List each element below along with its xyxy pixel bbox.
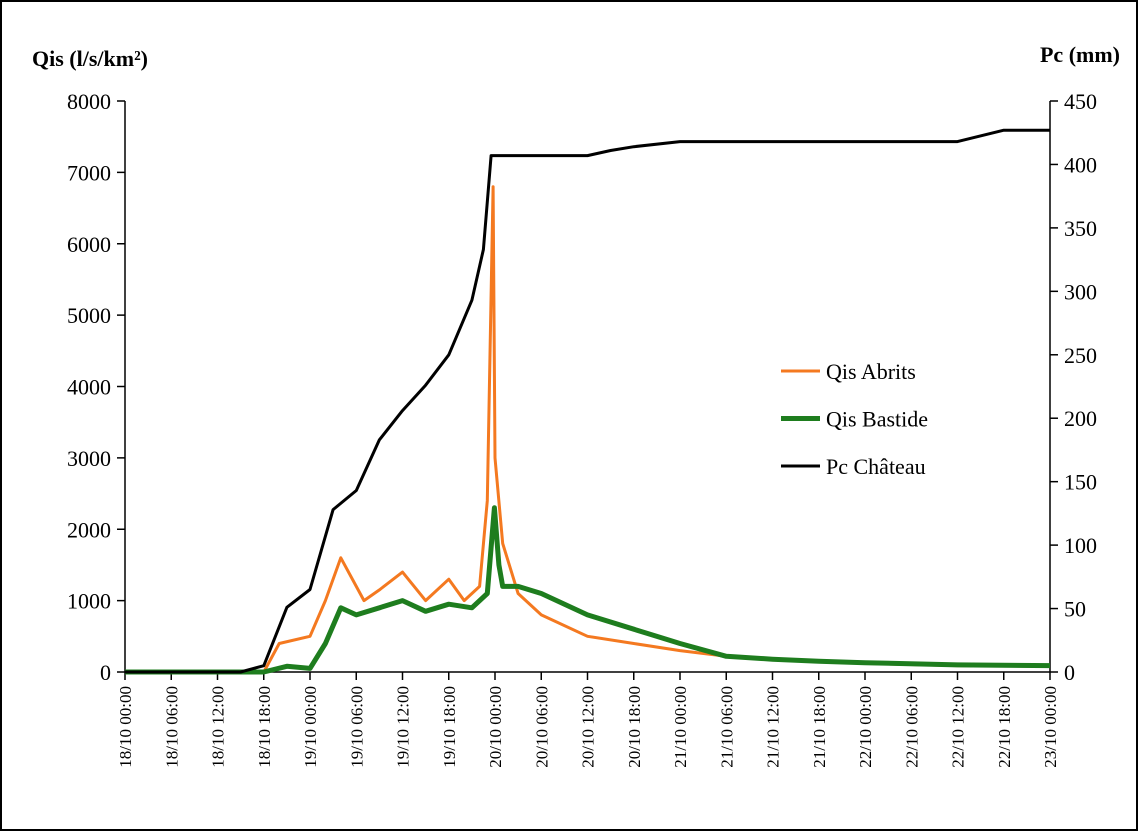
y-tick-label: 3000: [67, 446, 111, 471]
y2-tick-label: 200: [1064, 406, 1097, 431]
y2-tick-label: 50: [1064, 597, 1086, 622]
x-tick-label: 22/10 06:00: [902, 686, 921, 768]
series-line: [125, 505, 1051, 675]
y-tick-label: 5000: [67, 303, 111, 328]
series-line: [125, 128, 1050, 674]
x-tick-label: 18/10 00:00: [116, 686, 135, 768]
y2-tick-label: 0: [1064, 660, 1075, 685]
y2-tick-label: 100: [1064, 533, 1097, 558]
x-tick-label: 20/10 12:00: [579, 686, 598, 768]
y2-tick-label: 350: [1064, 216, 1097, 241]
x-tick-label: 18/10 06:00: [162, 686, 181, 768]
y2-axis-label: Pc (mm): [1040, 42, 1120, 67]
x-tick-label: 21/10 12:00: [764, 686, 783, 768]
y-tick-label: 2000: [67, 517, 111, 542]
legend-label: Qis Bastide: [826, 407, 928, 432]
y-axis-label: Qis (l/s/km²): [32, 46, 148, 71]
legend-label: Pc Château: [826, 454, 926, 479]
x-tick-label: 19/10 12:00: [394, 686, 413, 768]
x-tick-label: 22/10 12:00: [949, 686, 968, 768]
x-tick-label: 19/10 06:00: [347, 686, 366, 768]
x-tick-label: 22/10 00:00: [856, 686, 875, 768]
x-tick-label: 20/10 06:00: [532, 686, 551, 768]
x-tick-label: 21/10 18:00: [810, 686, 829, 768]
y-tick-label: 8000: [67, 89, 111, 114]
x-tick-label: 19/10 00:00: [301, 686, 320, 768]
y-tick-label: 0: [100, 660, 111, 685]
y-tick-label: 7000: [67, 160, 111, 185]
x-tick-label: 18/10 18:00: [255, 686, 274, 768]
y2-tick-label: 300: [1064, 279, 1097, 304]
y-tick-label: 4000: [67, 375, 111, 400]
x-tick-label: 21/10 06:00: [717, 686, 736, 768]
x-tick-label: 23/10 00:00: [1041, 686, 1060, 768]
y2-tick-label: 250: [1064, 343, 1097, 368]
x-tick-label: 19/10 18:00: [440, 686, 459, 768]
y-tick-label: 6000: [67, 232, 111, 257]
x-tick-label: 20/10 00:00: [486, 686, 505, 768]
y2-tick-label: 150: [1064, 470, 1097, 495]
x-tick-label: 18/10 12:00: [209, 686, 228, 768]
legend-label: Qis Abrits: [826, 359, 916, 384]
y-tick-label: 1000: [67, 589, 111, 614]
x-tick-label: 20/10 18:00: [625, 686, 644, 768]
x-tick-label: 22/10 18:00: [995, 686, 1014, 768]
y2-tick-label: 450: [1064, 89, 1097, 114]
y2-tick-label: 400: [1064, 152, 1097, 177]
x-tick-label: 21/10 00:00: [671, 686, 690, 768]
